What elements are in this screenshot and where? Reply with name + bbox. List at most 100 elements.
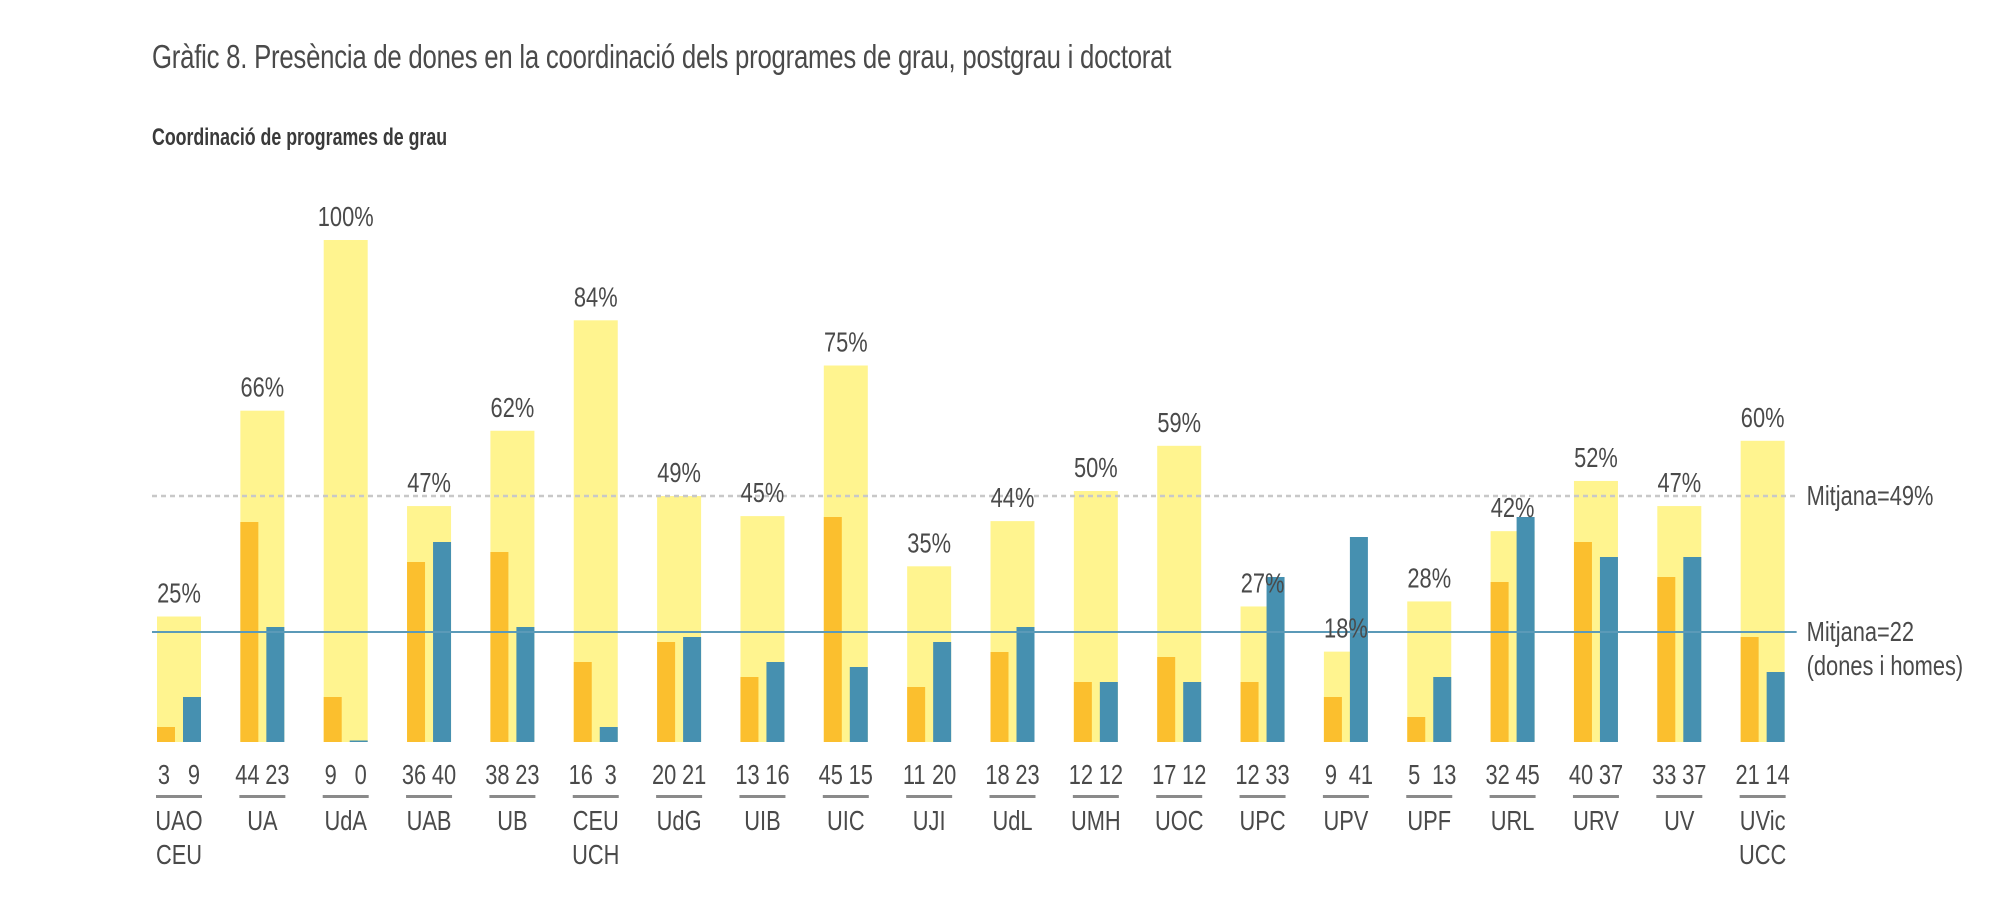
women-count-label: 18 bbox=[985, 759, 1009, 790]
men-count-label: 45 bbox=[1515, 759, 1539, 790]
men-count-label: 37 bbox=[1682, 759, 1706, 790]
percent-label: 44% bbox=[991, 483, 1035, 514]
women-count-label: 38 bbox=[485, 759, 509, 790]
category-label: UCH bbox=[572, 839, 619, 870]
percent-label: 100% bbox=[318, 201, 374, 232]
bar-group bbox=[1407, 601, 1452, 742]
men-count-label: 41 bbox=[1349, 759, 1373, 790]
percent-bar bbox=[323, 240, 368, 742]
category-underline bbox=[1406, 795, 1453, 798]
women-count-label: 5 bbox=[1408, 759, 1420, 790]
category-label: CEU bbox=[156, 839, 202, 870]
category-label: UdA bbox=[324, 805, 367, 836]
bar-group bbox=[1073, 491, 1118, 742]
men-count-label: 3 bbox=[605, 759, 617, 790]
men-count-label: 20 bbox=[932, 759, 956, 790]
women-count-label: 3 bbox=[158, 759, 170, 790]
bar-group bbox=[740, 516, 785, 742]
category-label: UAO bbox=[155, 805, 202, 836]
category-underline bbox=[572, 795, 619, 798]
men-count-label: 15 bbox=[849, 759, 873, 790]
category-label: URL bbox=[1491, 805, 1535, 836]
bar-group bbox=[1573, 480, 1618, 742]
percent-label: 59% bbox=[1157, 407, 1201, 438]
bar-group bbox=[573, 320, 618, 742]
percent-label: 52% bbox=[1574, 442, 1618, 473]
percent-label: 66% bbox=[241, 372, 285, 403]
chart-title: Gràfic 8. Presència de dones en la coord… bbox=[152, 38, 1172, 75]
percent-label: 49% bbox=[657, 457, 701, 488]
bar-group bbox=[823, 365, 868, 742]
men-count-label: 37 bbox=[1599, 759, 1623, 790]
percent-label: 47% bbox=[407, 468, 451, 499]
bar-group bbox=[1657, 506, 1702, 742]
category-label: CEU bbox=[573, 805, 619, 836]
men-bar bbox=[1349, 537, 1368, 742]
women-count-label: 17 bbox=[1152, 759, 1176, 790]
mean-percent-label: Mitjana=49% bbox=[1807, 480, 1934, 511]
women-count-label: 20 bbox=[652, 759, 676, 790]
chart-subtitle: Coordinació de programes de grau bbox=[152, 124, 448, 151]
percent-label: 47% bbox=[1657, 468, 1701, 499]
percent-label: 28% bbox=[1407, 563, 1451, 594]
bar-group bbox=[407, 506, 452, 742]
women-count-label: 32 bbox=[1485, 759, 1509, 790]
category-label: UdL bbox=[992, 805, 1032, 836]
women-bar bbox=[1157, 657, 1176, 742]
category-underline bbox=[1739, 795, 1786, 798]
men-bar bbox=[1599, 557, 1618, 742]
category-underline bbox=[239, 795, 286, 798]
category-label: UV bbox=[1664, 805, 1695, 836]
category-underline bbox=[1156, 795, 1203, 798]
men-bar bbox=[516, 627, 535, 742]
men-bar bbox=[1183, 682, 1202, 742]
percent-label: 84% bbox=[574, 282, 618, 313]
bar-group bbox=[1490, 517, 1535, 742]
bar-group bbox=[157, 616, 201, 742]
category-underline bbox=[1239, 795, 1286, 798]
percent-label: 18% bbox=[1324, 613, 1368, 644]
bar-group bbox=[657, 496, 702, 742]
men-bar bbox=[1266, 577, 1285, 742]
category-label: UIB bbox=[744, 805, 780, 836]
bar-group bbox=[240, 410, 285, 742]
bar-group bbox=[1323, 537, 1368, 742]
men-bar bbox=[1516, 517, 1535, 742]
men-count-label: 40 bbox=[432, 759, 456, 790]
bar-group bbox=[490, 430, 535, 742]
men-count-label: 12 bbox=[1182, 759, 1206, 790]
category-underline bbox=[1489, 795, 1536, 798]
mean-count-label: (dones i homes) bbox=[1807, 650, 1963, 681]
women-bar bbox=[490, 552, 509, 742]
men-bar bbox=[933, 642, 952, 742]
percent-label: 75% bbox=[824, 327, 868, 358]
percent-label: 42% bbox=[1491, 493, 1535, 524]
women-bar bbox=[323, 697, 342, 742]
percent-label: 50% bbox=[1074, 452, 1118, 483]
category-underline bbox=[739, 795, 786, 798]
men-bar bbox=[1766, 672, 1785, 742]
category-underline bbox=[1656, 795, 1703, 798]
women-bar bbox=[990, 652, 1009, 742]
men-bar bbox=[1683, 557, 1702, 742]
category-label: UB bbox=[497, 805, 527, 836]
category-label: UAB bbox=[407, 805, 452, 836]
category-underline bbox=[322, 795, 369, 798]
men-bar bbox=[349, 740, 368, 742]
men-count-label: 23 bbox=[515, 759, 539, 790]
women-bar bbox=[1490, 582, 1509, 742]
percent-label: 60% bbox=[1741, 402, 1785, 433]
women-count-label: 45 bbox=[819, 759, 843, 790]
category-underline bbox=[1322, 795, 1369, 798]
women-count-label: 11 bbox=[903, 759, 926, 790]
bars-layer bbox=[157, 240, 1785, 742]
men-bar bbox=[183, 697, 201, 742]
women-bar bbox=[1073, 682, 1092, 742]
category-label: UCC bbox=[1739, 839, 1786, 870]
women-count-label: 12 bbox=[1235, 759, 1259, 790]
women-count-label: 16 bbox=[569, 759, 593, 790]
category-underline bbox=[906, 795, 953, 798]
women-bar bbox=[657, 642, 676, 742]
men-count-label: 21 bbox=[682, 759, 706, 790]
